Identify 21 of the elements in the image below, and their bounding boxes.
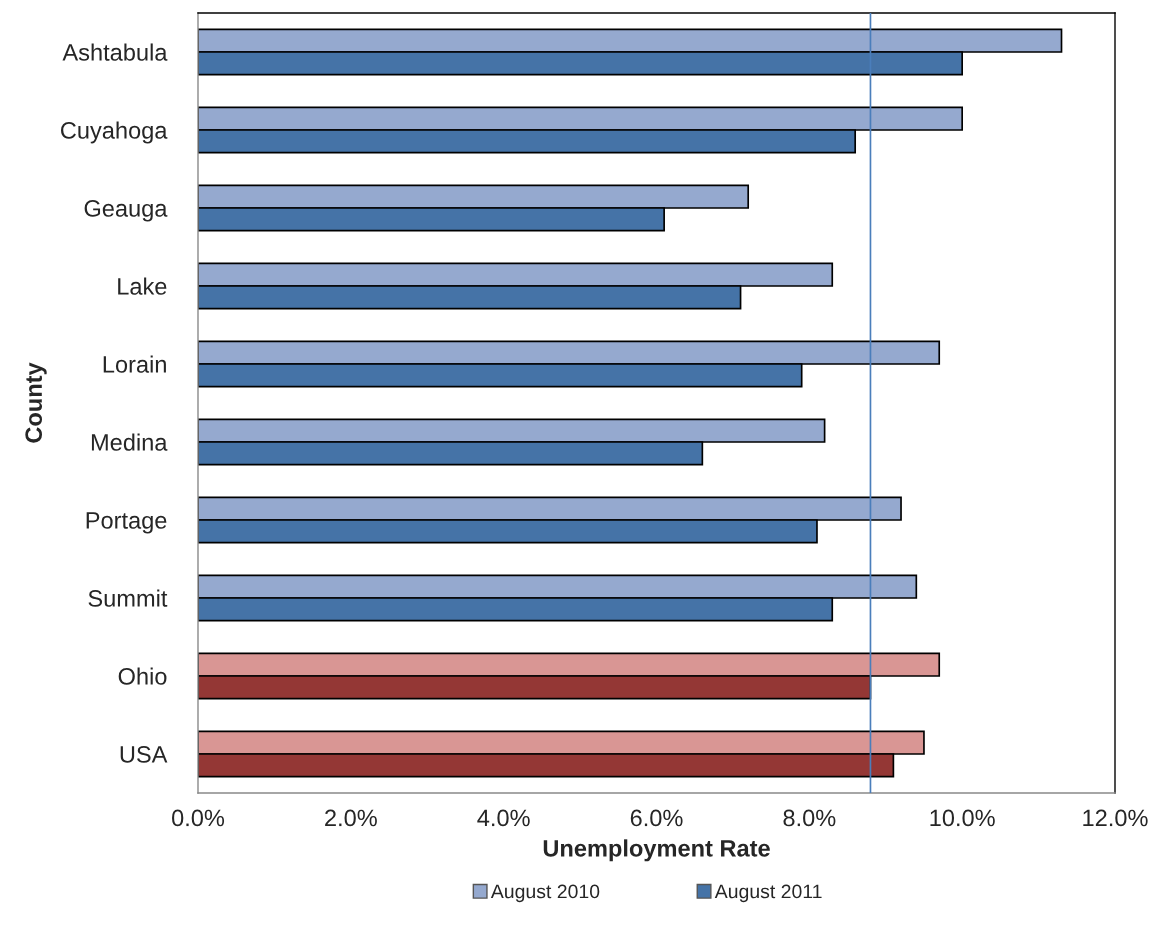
y-tick-label: Geauga xyxy=(84,200,168,222)
y-tick-label: Lake xyxy=(118,277,167,295)
y-tick-label: Cuyahoga xyxy=(61,121,168,144)
y-tick-label: USA xyxy=(120,746,168,763)
x-tick-label: 0.0% xyxy=(172,809,225,827)
y-axis-title: County xyxy=(25,362,47,443)
x-tick-label: 2.0% xyxy=(325,809,377,827)
y-tick-label: Portage xyxy=(86,512,167,534)
x-tick-label: 6.0% xyxy=(630,809,683,827)
x-tick-label: 10.0% xyxy=(930,809,995,827)
y-tick-label: Ashtabula xyxy=(62,43,168,61)
y-tick-label: Medina xyxy=(91,433,168,451)
x-tick-label: 4.0% xyxy=(477,809,530,827)
x-axis-title: Unemployment Rate xyxy=(543,839,770,862)
y-tick-label: Summit xyxy=(88,589,168,607)
x-tick-label: 12.0% xyxy=(1083,809,1148,827)
y-tick-label: Ohio xyxy=(118,667,167,685)
legend-label: August 2010 xyxy=(490,884,600,903)
x-tick-label: 8.0% xyxy=(783,809,836,827)
y-tick-label: Lorain xyxy=(103,355,166,373)
legend-label: August 2011 xyxy=(714,884,822,903)
